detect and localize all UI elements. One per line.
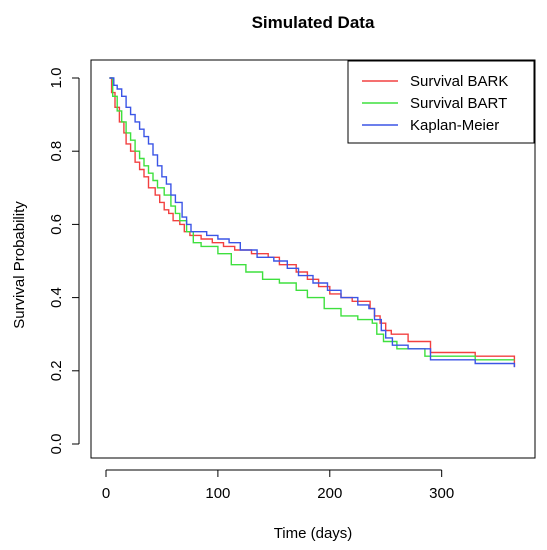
legend-label: Kaplan-Meier [410,117,499,134]
x-tick-label: 300 [429,485,454,502]
y-axis: 0.0 0.2 0.4 0.6 0.8 1.0 [48,68,80,455]
series-line-survival-bark [109,77,516,368]
y-tick-label: 0.6 [48,214,65,235]
legend-box [347,60,535,144]
y-axis-label: Survival Probability [11,201,28,329]
y-tick-label: 0.4 [48,287,65,308]
series-line-survival-bart [109,77,515,361]
x-tick-label: 200 [317,485,342,502]
x-tick-label: 100 [205,485,230,502]
series-line-kaplan-meier [109,77,516,368]
y-tick-label: 0.8 [48,141,65,162]
y-tick-label: 0.0 [48,434,65,455]
legend-label: Survival BART [410,95,507,112]
x-tick-label: 0 [102,485,110,502]
series-layer [109,77,516,368]
chart-title: Simulated Data [252,13,375,32]
plot-frame [90,59,536,459]
x-axis-label: Time (days) [274,525,353,542]
x-axis: 0 100 200 300 [102,469,454,502]
y-tick-label: 0.2 [48,360,65,381]
legend-label: Survival BARK [410,73,508,90]
y-tick-label: 1.0 [48,68,65,89]
legend: Survival BARK Survival BART Kaplan-Meier [347,60,535,144]
